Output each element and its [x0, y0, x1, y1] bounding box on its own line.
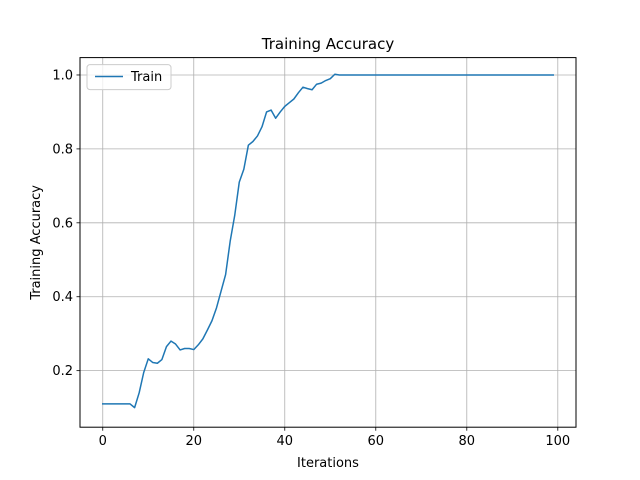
chart-title: Training Accuracy [261, 35, 395, 53]
y-tick-label: 1.0 [52, 68, 73, 83]
y-tick-label: 0.4 [52, 290, 73, 305]
legend: Train [86, 64, 172, 91]
y-tick-label: 0.8 [52, 142, 73, 157]
x-tick-label: 20 [185, 434, 202, 449]
x-tick-label: 60 [368, 434, 385, 449]
legend-label-train: Train [130, 70, 162, 85]
x-axis-label: Iterations [297, 456, 359, 471]
plot-frame [79, 57, 577, 428]
y-tick-label: 0.6 [52, 216, 73, 231]
y-tick-label: 0.2 [52, 364, 73, 379]
x-tick-label: 0 [99, 434, 107, 449]
legend-box [86, 64, 172, 91]
x-tick-label: 100 [545, 434, 570, 449]
series-line-train [102, 73, 554, 409]
y-axis-ticks: 0.2 0.4 0.6 0.8 1.0 [52, 68, 80, 379]
series-layer [102, 73, 554, 409]
x-axis-ticks: 0 20 40 60 80 100 [99, 427, 570, 449]
x-tick-label: 40 [276, 434, 293, 449]
y-axis-label: Training Accuracy [29, 185, 44, 301]
x-tick-label: 80 [459, 434, 476, 449]
